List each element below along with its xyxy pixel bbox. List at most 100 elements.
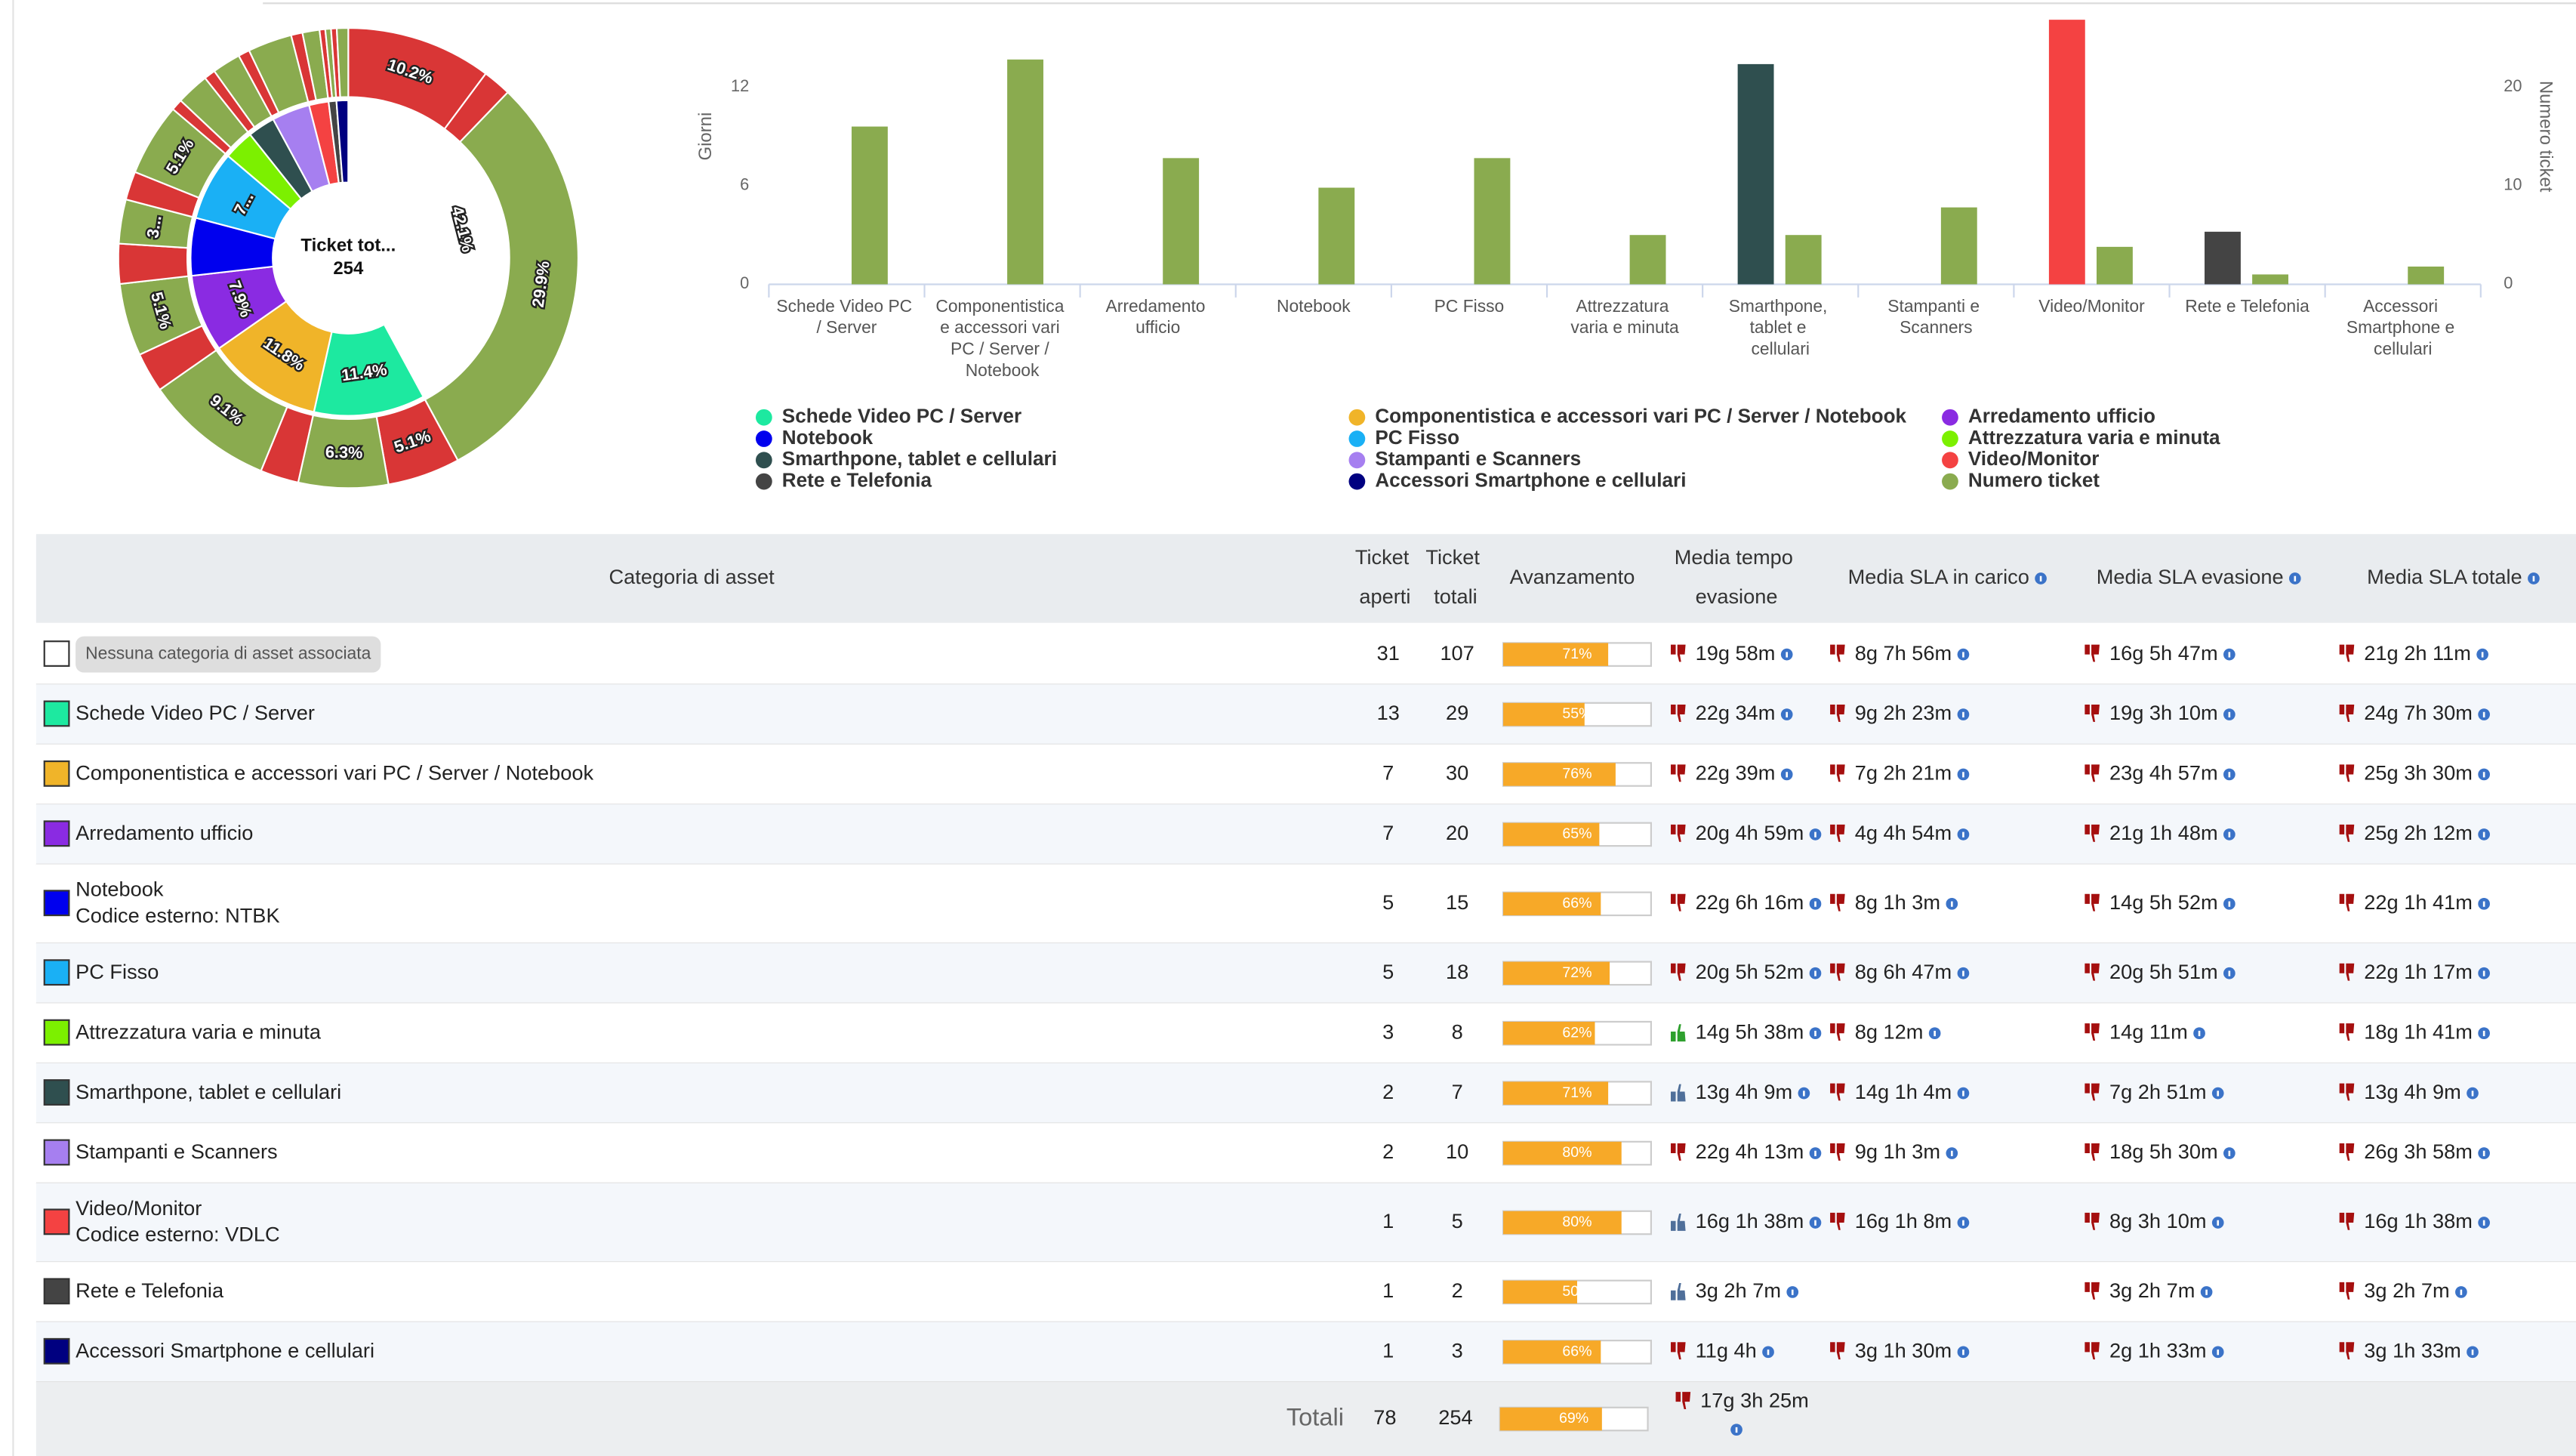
category-code: Codice esterno: VDLC [75, 1223, 280, 1246]
time-value: 19g 58m [1696, 641, 1776, 665]
time-value: 4g 4h 54m [1855, 821, 1952, 844]
time-value: 16g 1h 8m [1855, 1209, 1952, 1232]
legend-label: PC Fisso [1375, 426, 1459, 449]
info-icon-i [2471, 1090, 2474, 1097]
sla-icon [1671, 1342, 1686, 1360]
x-tick-label-line: Notebook [966, 360, 1040, 380]
tickets-total: 8 [1452, 1020, 1463, 1043]
info-icon-i [2482, 1220, 2485, 1226]
info-icon-i [2228, 772, 2231, 778]
sla-icon [1830, 1023, 1845, 1041]
center-label: Ticket tot... [300, 236, 396, 256]
donut-slice [347, 99, 507, 398]
progress-fill [1503, 1211, 1622, 1235]
x-tick-label: Stampanti e Scanners [1887, 296, 1984, 337]
time-value: 14g 5h 52m [2109, 890, 2218, 914]
sla-icon [1671, 893, 1686, 912]
category-name: Arredamento ufficio [75, 821, 253, 844]
info-icon-i [1814, 831, 1816, 838]
y2-tick-label: 10 [2504, 175, 2522, 194]
x-tick-label: Arredamento ufficio [1106, 296, 1210, 337]
legend-label: Componentistica e accessori vari PC / Se… [1375, 405, 1906, 427]
x-tick-label: Notebook [1277, 296, 1351, 316]
bar [2096, 246, 2133, 285]
tickets-open: 1 [1382, 1279, 1394, 1302]
table-row-bg [35, 684, 2576, 745]
progress-fill [1503, 1081, 1609, 1105]
info-icon-i [2205, 1289, 2208, 1295]
donut-slice [335, 26, 350, 98]
bar [1940, 207, 1977, 285]
x-tick-label: PC Fisso [1434, 296, 1505, 316]
tickets-open: 1 [1382, 1209, 1394, 1232]
category-name: Rete e Telefonia [75, 1279, 224, 1302]
progress-label: 71% [1562, 1084, 1592, 1101]
x-tick-label-line: tablet e [1750, 317, 1811, 337]
tickets-open: 31 [1377, 641, 1400, 665]
column-header-line: Media SLA evasione [2097, 565, 2284, 588]
color-swatch [43, 760, 70, 787]
table-header-bg [35, 534, 2576, 623]
y2-tick-label: 0 [2504, 273, 2513, 292]
sla-icon [2339, 704, 2355, 722]
sla-icon [1830, 824, 1845, 842]
progress-label: 55% [1562, 705, 1592, 722]
tickets-open: 2 [1382, 1140, 1394, 1163]
tickets-total: 18 [1446, 960, 1468, 983]
table-row-bg [35, 1123, 2576, 1183]
sla-icon [1671, 1282, 1686, 1300]
x-tick-label: Smarthpone, tablet e cellulari [1729, 296, 1832, 359]
bar [1737, 63, 1774, 285]
legend-swatch [1942, 409, 1958, 426]
progress-fill [1503, 1021, 1595, 1045]
info-icon-i [1962, 711, 1964, 717]
table-row-bg [35, 1262, 2576, 1322]
x-tick-label-line: / Server [816, 317, 877, 337]
info-icon-i [2482, 1030, 2485, 1037]
time-value: 20g 4h 59m [1696, 821, 1804, 844]
info-icon-i [2482, 901, 2485, 907]
time-value: 3g 1h 30m [1855, 1339, 1952, 1362]
color-swatch [43, 890, 70, 917]
info-icon-i [2217, 1090, 2220, 1097]
x-tick-label-line: Rete e Telefonia [2185, 296, 2309, 316]
sla-icon [1671, 1214, 1686, 1231]
time-value: 22g 1h 41m [2364, 890, 2473, 914]
table-row-bg [35, 624, 2576, 685]
sla-icon [2085, 1143, 2100, 1161]
tickets-open: 5 [1382, 890, 1394, 914]
sla-icon [2085, 824, 2100, 842]
time-value: 3g 2h 7m [2109, 1279, 2195, 1302]
time-value: 2g 1h 33m [2109, 1339, 2206, 1362]
time-value: 19g 3h 10m [2109, 701, 2218, 724]
sla-icon [1830, 893, 1845, 912]
progress-label: 80% [1562, 1214, 1592, 1230]
info-icon-i [1962, 831, 1964, 838]
x-tick-label: Attrezzatura varia e minuta [1570, 296, 1679, 337]
color-swatch [43, 700, 70, 727]
info-icon-i [1735, 1427, 1738, 1433]
time-value: 11g 4h [1696, 1339, 1757, 1362]
sla-icon [2085, 764, 2100, 782]
tickets-total: 7 [1452, 1080, 1463, 1103]
progress-label: 69% [1559, 1410, 1588, 1427]
progress-fill [1503, 643, 1609, 666]
legend-swatch [1348, 452, 1366, 469]
x-tick-label-line: Attrezzatura [1576, 296, 1673, 316]
time-value: 20g 5h 52m [1696, 960, 1804, 983]
info-icon-i [2228, 831, 2231, 838]
category-name: PC Fisso [75, 960, 159, 983]
info-icon-i [1951, 901, 1953, 907]
table-row-bg [35, 943, 2576, 1004]
time-value: 25g 2h 12m [2364, 821, 2473, 844]
progress-fill [1499, 1407, 1602, 1431]
progress-fill [1503, 892, 1601, 916]
legend-swatch [1348, 430, 1366, 447]
info-icon-i [2228, 652, 2231, 658]
progress-label: 80% [1562, 1144, 1592, 1161]
bar [2408, 266, 2445, 285]
time-value: 18g 5h 30m [2109, 1140, 2218, 1163]
column-header-line: Ticket [1355, 545, 1415, 569]
x-tick-label-line: Smarthpone, [1729, 296, 1832, 316]
sla-icon [1830, 1212, 1845, 1230]
